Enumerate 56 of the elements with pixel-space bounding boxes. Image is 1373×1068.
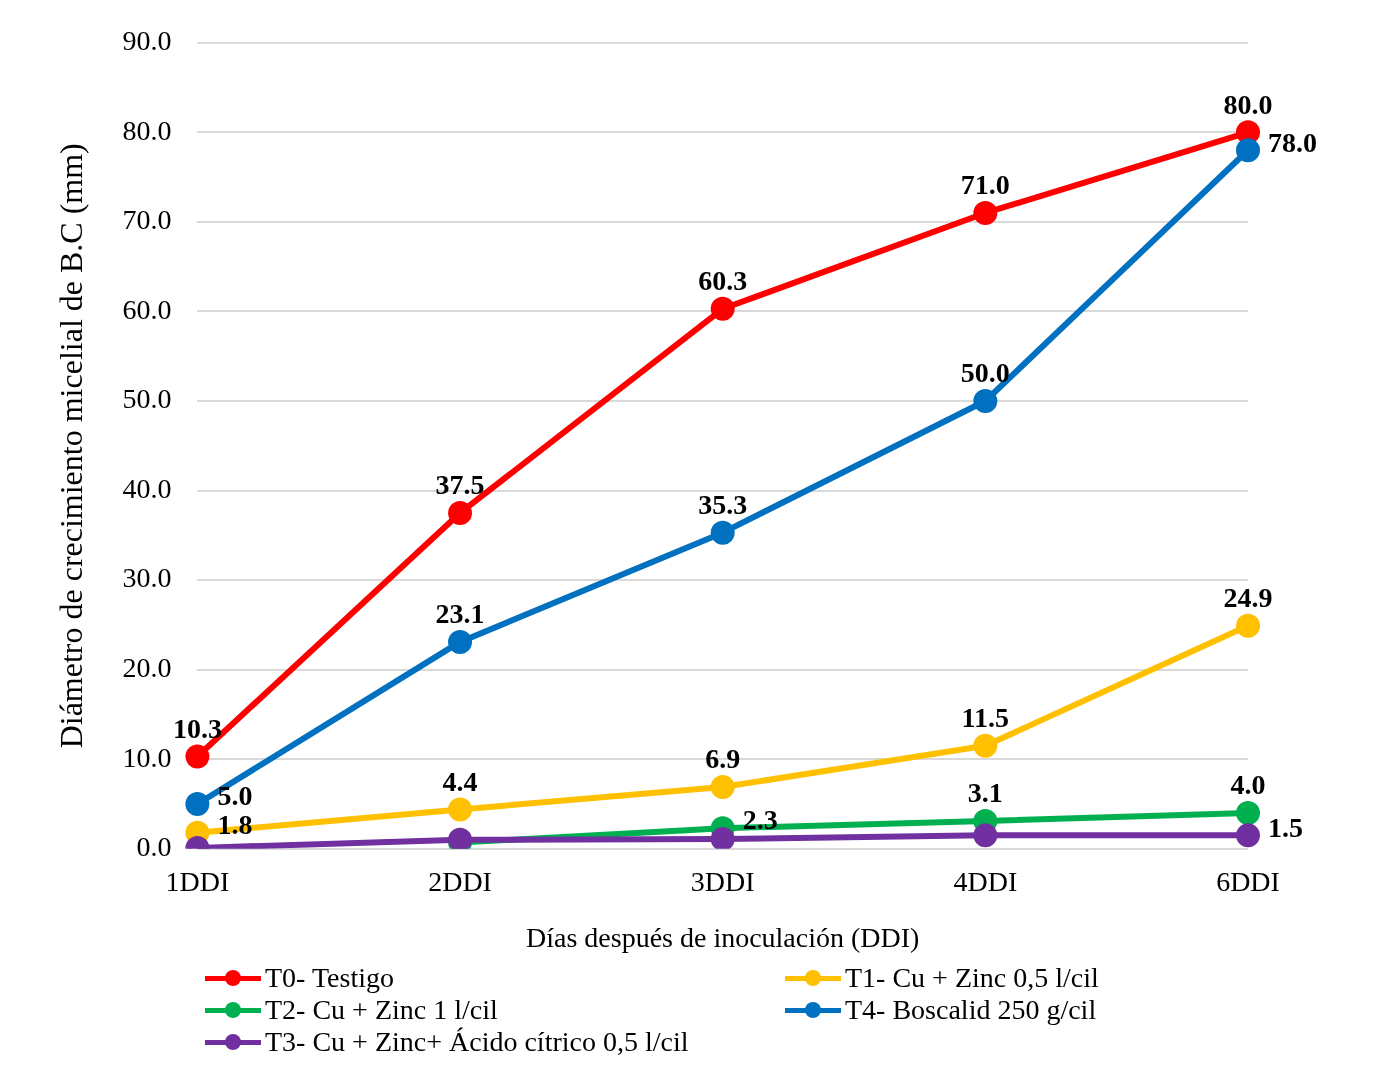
y-tick-label: 0.0 bbox=[136, 831, 172, 863]
data-label: 35.3 bbox=[698, 488, 748, 520]
data-label: 60.3 bbox=[698, 265, 748, 297]
data-label: 23.1 bbox=[435, 598, 485, 630]
point bbox=[1236, 823, 1260, 848]
data-label: 6.9 bbox=[705, 743, 741, 775]
point bbox=[973, 200, 998, 225]
data-label: 1.5 bbox=[1268, 811, 1303, 843]
x-tick-label: 6DDI bbox=[1216, 865, 1280, 897]
y-axis-title: Diámetro de crecimiento micelial de B.C (mm) bbox=[52, 143, 89, 749]
data-label: 37.5 bbox=[435, 469, 485, 501]
point bbox=[973, 733, 998, 758]
y-tick-label: 30.0 bbox=[122, 562, 172, 594]
point bbox=[1236, 138, 1260, 163]
data-label: 50.0 bbox=[960, 357, 1010, 389]
point bbox=[973, 823, 998, 848]
point bbox=[185, 744, 210, 769]
legend-label: T3- Cu + Zinc+ Ácido cítrico 0,5 l/cil bbox=[265, 1026, 689, 1058]
point bbox=[448, 500, 473, 525]
data-label: 24.9 bbox=[1223, 582, 1273, 614]
y-tick-label: 70.0 bbox=[122, 204, 172, 236]
y-tick-label: 90.0 bbox=[122, 25, 172, 57]
y-tick-label: 20.0 bbox=[122, 652, 172, 684]
data-label: 10.3 bbox=[172, 712, 222, 744]
legend-label: T0- Testigo bbox=[265, 962, 394, 994]
legend-label: T2- Cu + Zinc 1 l/cil bbox=[265, 994, 498, 1026]
data-label: 11.5 bbox=[961, 702, 1010, 734]
point bbox=[185, 792, 210, 817]
y-tick-label: 80.0 bbox=[122, 114, 172, 146]
x-tick-label: 2DDI bbox=[428, 865, 492, 897]
x-axis-title: Días después de inoculación (DDI) bbox=[525, 921, 920, 953]
data-label: 4.0 bbox=[1230, 769, 1266, 801]
point bbox=[448, 629, 473, 654]
y-tick-label: 50.0 bbox=[122, 383, 172, 415]
legend-label: T1- Cu + Zinc 0,5 l/cil bbox=[845, 962, 1099, 994]
point bbox=[1236, 800, 1260, 825]
data-label: 4.4 bbox=[442, 765, 478, 797]
data-label: 78.0 bbox=[1268, 126, 1317, 158]
point bbox=[710, 775, 735, 800]
data-label: 3.1 bbox=[967, 777, 1003, 809]
point bbox=[448, 797, 473, 822]
point bbox=[710, 296, 735, 321]
legend-label: T4- Boscalid 250 g/cil bbox=[845, 994, 1097, 1026]
point bbox=[973, 389, 998, 414]
y-tick-label: 10.0 bbox=[122, 741, 172, 773]
x-tick-label: 1DDI bbox=[165, 865, 230, 897]
data-label: 80.0 bbox=[1223, 88, 1273, 120]
data-label: 5.0 bbox=[217, 780, 253, 812]
data-label: 71.0 bbox=[960, 169, 1010, 201]
x-tick-label: 3DDI bbox=[690, 865, 755, 897]
point bbox=[710, 826, 735, 849]
y-tick-label: 60.0 bbox=[122, 293, 172, 325]
y-tick-label: 40.0 bbox=[122, 472, 172, 504]
point bbox=[1236, 613, 1260, 638]
x-tick-label: 4DDI bbox=[953, 865, 1018, 897]
point bbox=[710, 520, 735, 545]
